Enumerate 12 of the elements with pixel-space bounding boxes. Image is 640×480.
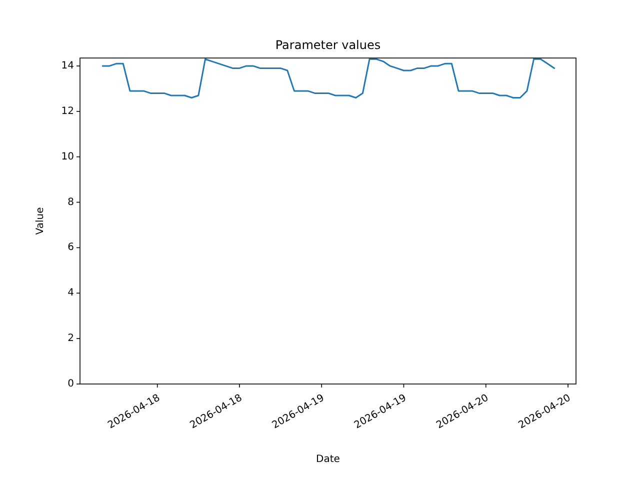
line-series bbox=[102, 58, 556, 99]
chart-title: Parameter values bbox=[275, 38, 381, 52]
x-axis-title: Date bbox=[316, 454, 340, 465]
y-tick-label: 10 bbox=[61, 151, 74, 162]
y-tick-label: 0 bbox=[68, 378, 74, 390]
y-tick-label: 6 bbox=[68, 242, 74, 254]
y-tick-label: 4 bbox=[68, 288, 74, 299]
y-tick-label: 8 bbox=[68, 196, 74, 208]
y-tick-label: 12 bbox=[61, 106, 74, 117]
y-axis-title: Value bbox=[35, 207, 46, 235]
y-tick-label: 14 bbox=[61, 60, 74, 72]
y-tick-label: 2 bbox=[68, 333, 74, 344]
